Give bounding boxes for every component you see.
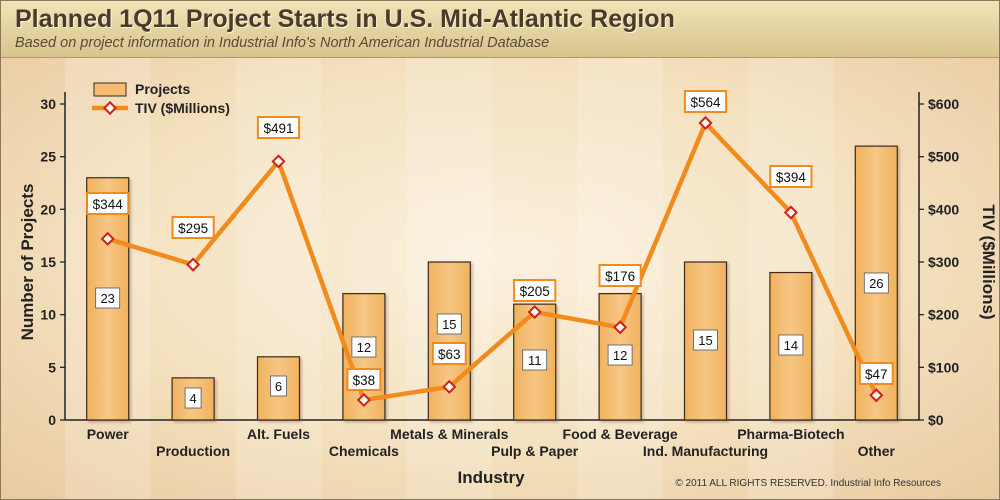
tiv-marker	[100, 231, 115, 246]
legend-bar-swatch	[93, 82, 127, 97]
bar-label-box	[863, 272, 889, 294]
x-tick-label: Pharma-Biotech	[737, 426, 844, 442]
tiv-marker	[186, 257, 201, 272]
tiv-label-box	[346, 368, 382, 391]
x-tick-label: Metals & Minerals	[390, 426, 508, 442]
x-axis-title: Industry	[457, 468, 525, 487]
y2-axis-title: TIV ($Millions)	[979, 204, 998, 319]
tiv-line	[105, 120, 879, 403]
y2-tick-label: $100	[928, 359, 959, 375]
bar-value-label: 12	[357, 340, 371, 355]
y2-tick-label: $400	[928, 201, 959, 217]
x-tick-label: Chemicals	[329, 443, 399, 459]
y-axis-title: Number of Projects	[18, 184, 37, 341]
tiv-label-box	[683, 90, 728, 113]
tiv-value-label: $491	[263, 121, 293, 136]
y-tick-label: 10	[40, 307, 56, 323]
tiv-value-label: $295	[178, 221, 208, 236]
tiv-label-box	[256, 116, 301, 139]
tiv-label-box	[171, 216, 215, 239]
bar-value-label: 15	[698, 333, 712, 348]
x-tick-label: Power	[87, 426, 130, 442]
bar-label-box	[270, 375, 287, 397]
x-tick-label: Ind. Manufacturing	[643, 443, 768, 459]
tiv-value-label: $176	[605, 269, 635, 284]
header-bar: Planned 1Q11 Project Starts in U.S. Mid-…	[1, 1, 999, 58]
bar-label-box	[95, 287, 121, 309]
tiv-value-label: $344	[93, 197, 124, 212]
bar-label-box	[778, 334, 804, 356]
y-tick-label: 20	[40, 201, 56, 217]
bar-label-box	[607, 344, 633, 366]
bar-label-box	[522, 349, 548, 371]
tiv-value-label: $63	[438, 347, 461, 362]
tiv-label-box	[86, 192, 130, 215]
tiv-marker	[613, 320, 628, 335]
tiv-value-label: $564	[690, 95, 721, 110]
bar	[171, 377, 215, 421]
x-tick-label: Production	[156, 443, 230, 459]
legend-label-tiv: TIV ($Millions)	[135, 100, 230, 116]
tiv-label-box	[598, 264, 642, 287]
tiv-label-box	[769, 165, 813, 188]
bar-value-label: 15	[442, 317, 456, 332]
tiv-marker	[783, 205, 798, 220]
x-tick-label: Food & Beverage	[563, 426, 678, 442]
y-tick-label: 30	[40, 96, 56, 112]
tiv-marker	[271, 154, 286, 169]
y2-tick-label: $500	[928, 149, 959, 165]
tiv-value-label: $205	[520, 284, 550, 299]
bar-value-label: 6	[275, 379, 282, 394]
y-tick-label: 5	[48, 359, 56, 375]
legend-label-projects: Projects	[135, 81, 190, 97]
tiv-marker	[698, 115, 713, 131]
bar-value-label: 26	[869, 276, 883, 291]
x-tick-label: Pulp & Paper	[491, 443, 579, 459]
bar-label-box	[351, 336, 377, 358]
bar-value-label: 14	[784, 338, 798, 353]
tiv-marker	[442, 379, 457, 394]
chart-title: Planned 1Q11 Project Starts in U.S. Mid-…	[15, 5, 675, 33]
tiv-value-label: $38	[353, 373, 376, 388]
chart-subtitle: Based on project information in Industri…	[15, 35, 550, 51]
y-tick-label: 0	[48, 412, 56, 428]
bar-label-box	[693, 329, 718, 351]
bar-label-box	[184, 387, 202, 409]
y-tick-label: 25	[40, 149, 56, 165]
tiv-label-box	[513, 279, 557, 302]
tiv-value-label: $47	[865, 367, 888, 382]
tiv-value-label: $394	[776, 170, 807, 185]
tiv-marker	[869, 388, 884, 403]
bar-value-label: 23	[100, 291, 114, 306]
tiv-label-box	[431, 342, 467, 365]
y2-tick-label: $600	[928, 96, 959, 112]
bar	[683, 261, 728, 421]
legend-marker	[102, 100, 118, 116]
bar	[427, 261, 471, 421]
tiv-marker	[527, 304, 542, 320]
bar-label-box	[436, 313, 462, 335]
x-tick-label: Alt. Fuels	[247, 426, 310, 442]
x-tick-label: Other	[858, 443, 896, 459]
y-tick-label: 15	[40, 254, 56, 270]
y2-tick-label: $200	[928, 307, 959, 323]
plot-background	[1, 58, 999, 499]
y2-tick-label: $0	[928, 412, 944, 428]
copyright-text: © 2011 ALL RIGHTS RESERVED. Industrial I…	[675, 478, 941, 489]
bar-value-label: 12	[613, 348, 627, 363]
y2-tick-label: $300	[928, 254, 959, 270]
bar-value-label: 4	[189, 391, 196, 406]
tiv-marker	[356, 392, 371, 408]
tiv-label-box	[858, 362, 894, 385]
bar-value-label: 11	[528, 353, 542, 368]
